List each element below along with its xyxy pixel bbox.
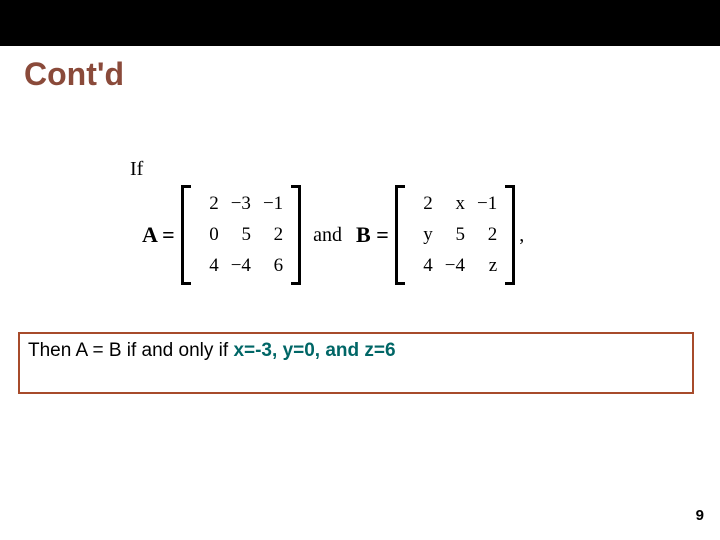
matrix-cell: −4	[231, 255, 251, 277]
matrix-cell: 2	[199, 193, 219, 215]
matrix-cell: −1	[477, 193, 497, 215]
top-bar	[0, 0, 720, 46]
answer-text: Then A = B if and only if x=-3, y=0, and…	[28, 340, 396, 361]
answer-prefix: Then A = B if and only if	[28, 340, 233, 361]
answer-sep: ,	[272, 340, 283, 361]
page-number: 9	[696, 507, 704, 524]
matrix-cell: 0	[199, 224, 219, 246]
matrix-b-label: B =	[356, 222, 389, 248]
matrix-b: 2 x −1 y 5 2 4 −4 z	[395, 185, 515, 285]
bracket-right-icon	[505, 185, 515, 285]
matrix-cell: −1	[263, 193, 283, 215]
matrix-a: 2 −3 −1 0 5 2 4 −4 6	[181, 185, 301, 285]
matrix-cell: y	[413, 224, 433, 246]
matrix-cell: 6	[263, 255, 283, 277]
matrix-cell: x	[445, 193, 465, 215]
bracket-left-icon	[395, 185, 405, 285]
bracket-right-icon	[291, 185, 301, 285]
answer-x: x=-3	[233, 340, 272, 361]
conjunction-and: and	[313, 224, 342, 247]
answer-sep: , and	[315, 340, 365, 361]
matrix-b-cells: 2 x −1 y 5 2 4 −4 z	[405, 185, 505, 285]
matrix-a-cells: 2 −3 −1 0 5 2 4 −4 6	[191, 185, 291, 285]
matrix-equation: A = 2 −3 −1 0 5 2 4 −4 6 and B = 2 x −1 …	[140, 180, 600, 290]
matrix-cell: 2	[263, 224, 283, 246]
matrix-cell: −3	[231, 193, 251, 215]
matrix-cell: 4	[199, 255, 219, 277]
bracket-left-icon	[181, 185, 191, 285]
answer-y: y=0	[283, 340, 315, 361]
slide-title: Cont'd	[24, 56, 124, 93]
matrix-a-label: A =	[142, 222, 175, 248]
matrix-cell: −4	[445, 255, 465, 277]
matrix-cell: 5	[231, 224, 251, 246]
matrix-cell: 4	[413, 255, 433, 277]
answer-z: z=6	[364, 340, 395, 361]
matrix-cell: 2	[477, 224, 497, 246]
trailing-punct: ,	[519, 224, 524, 247]
matrix-cell: 5	[445, 224, 465, 246]
answer-box: Then A = B if and only if x=-3, y=0, and…	[18, 332, 694, 394]
if-label: If	[130, 158, 143, 181]
matrix-cell: 2	[413, 193, 433, 215]
matrix-cell: z	[477, 255, 497, 277]
